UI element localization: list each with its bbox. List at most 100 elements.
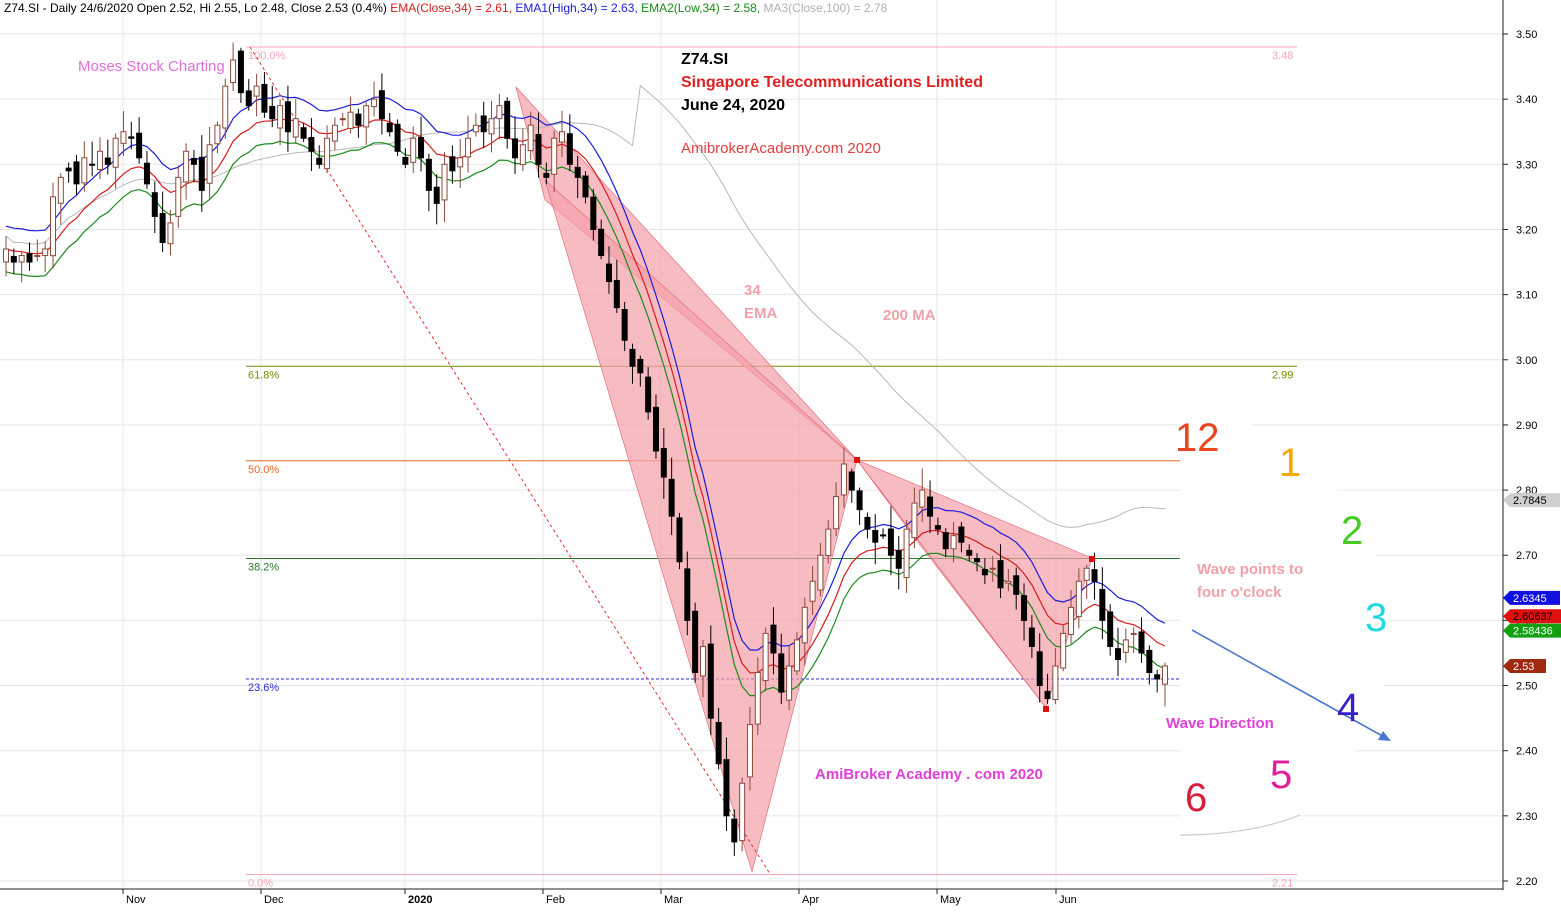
candle-body (441, 163, 448, 201)
candle-body (339, 118, 346, 121)
candle-body (707, 643, 714, 719)
candle-body (535, 134, 542, 165)
x-tick-label: Jun (1059, 894, 1077, 906)
value-tag (1503, 609, 1561, 624)
candle-body (324, 137, 331, 170)
wave-points-line-1: Wave points to (1197, 561, 1303, 578)
candle-body (519, 144, 526, 166)
candle-body (10, 256, 17, 263)
candle-body (1115, 648, 1122, 660)
candle-body (480, 115, 487, 133)
site-top: AmibrokerAcademy.com 2020 (681, 140, 881, 157)
y-tick-label: 2.30 (1516, 811, 1537, 823)
candle-body (488, 118, 495, 135)
candle-body (1091, 569, 1098, 582)
y-tick-label: 3.10 (1516, 290, 1537, 302)
candle-body (284, 101, 291, 133)
y-tick-label: 2.90 (1516, 420, 1537, 432)
candle-body (668, 478, 675, 517)
candle-body (386, 122, 393, 133)
candle-body (363, 105, 370, 128)
candle-body (206, 144, 213, 184)
candle-body (89, 163, 96, 166)
value-tag (1503, 493, 1560, 508)
candle-body (527, 124, 534, 152)
label-200ma: 200 MA (883, 307, 936, 324)
candle-body (49, 196, 56, 257)
candle-body (214, 124, 221, 145)
candle-body (159, 213, 166, 243)
candle-body (34, 255, 41, 258)
candle-body (245, 90, 252, 107)
x-axis-ticks: Nov Dec 2020 Feb Mar Apr May Jun (122, 889, 1077, 906)
candle-body (371, 98, 378, 108)
clock-number-1: 1 (1279, 441, 1301, 485)
candle-body (112, 137, 119, 168)
candle-body (120, 131, 127, 144)
fib-label: 38.2% (248, 561, 279, 573)
fib-label: 100.0% (248, 50, 286, 62)
candle-body (410, 137, 417, 163)
y-tick-label: 3.20 (1516, 224, 1537, 236)
candle-body (1068, 606, 1075, 635)
candle-body (574, 166, 581, 178)
candle-body (793, 639, 800, 672)
y-tick-label: 2.50 (1516, 681, 1537, 693)
fib-label: 0.0% (248, 877, 273, 889)
value-tag-label: 2.7845 (1513, 495, 1547, 507)
value-tag (1503, 623, 1561, 638)
value-tag-label: 2.6345 (1513, 593, 1547, 605)
candle-body (692, 610, 699, 674)
candle-body (151, 192, 158, 217)
candle-body (911, 502, 918, 539)
x-tick-label: Dec (264, 894, 284, 906)
candle-body (308, 137, 315, 152)
candle-body (754, 672, 761, 725)
value-tag-label: 2.60637 (1513, 611, 1553, 623)
candle-body (18, 255, 25, 263)
candle-body (1083, 567, 1090, 581)
candle-body (848, 471, 855, 491)
candle-body (269, 105, 276, 120)
candle-body (950, 535, 957, 550)
candle-body (762, 632, 769, 682)
fib-price-label: 2.99 (1272, 369, 1293, 381)
candle-body (222, 85, 229, 129)
candle-body (645, 376, 652, 413)
candle-body (566, 133, 573, 165)
x-tick-label: Nov (126, 894, 146, 906)
candle-body (167, 222, 174, 245)
candle-body (715, 721, 722, 765)
y-axis-ticks: 3.503.403.303.203.103.002.902.802.702.60… (1503, 29, 1537, 888)
candle-body (96, 150, 103, 171)
candle-body (1021, 595, 1028, 621)
clock-number-3: 3 (1365, 596, 1387, 640)
y-tick-label: 3.00 (1516, 355, 1537, 367)
candle-body (57, 176, 64, 204)
candle-body (433, 186, 440, 204)
candle-body (590, 196, 597, 230)
candle-body (786, 665, 793, 701)
pattern-triangle-4 (856, 459, 1047, 709)
candle-body (331, 124, 338, 142)
candle-body (1060, 632, 1067, 669)
candle-body (425, 158, 432, 191)
candle-body (1162, 665, 1168, 685)
site-bottom: AmiBroker Academy . com 2020 (815, 766, 1043, 783)
x-tick-label: May (940, 894, 961, 906)
candle-body (1099, 588, 1106, 621)
candle-body (880, 534, 887, 537)
pattern-triangle-2 (544, 179, 858, 874)
candle-body (825, 528, 832, 557)
candle-body (496, 105, 503, 120)
candle-body (394, 123, 401, 152)
candle-body (637, 358, 644, 374)
value-tag-label: 2.53 (1513, 661, 1534, 673)
y-tick-label: 2.40 (1516, 746, 1537, 758)
candle-body (887, 528, 894, 556)
candle-body (629, 348, 636, 367)
candle-body (1013, 575, 1020, 595)
candle-body (143, 162, 150, 185)
